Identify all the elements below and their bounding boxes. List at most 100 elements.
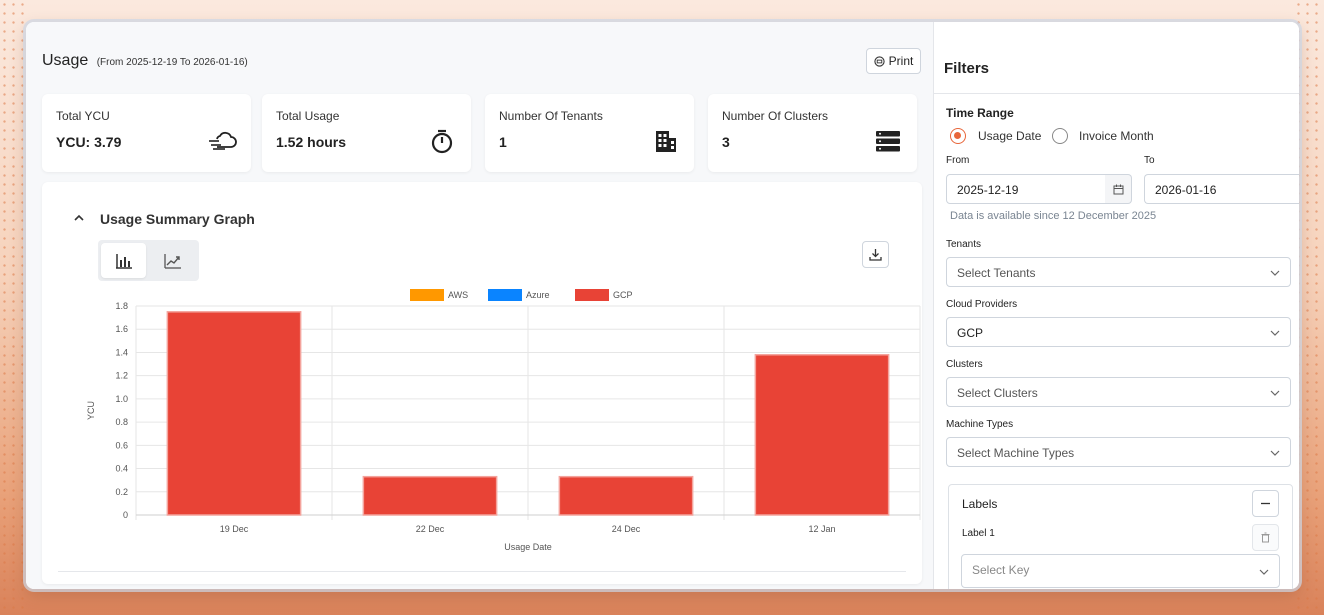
page-title-text: Usage — [42, 52, 89, 69]
y-tick-label: 0.4 — [115, 464, 128, 474]
card-total-ycu: Total YCU YCU: 3.79 — [42, 94, 251, 172]
card-value: 1 — [499, 134, 507, 150]
chevron-down-icon — [1270, 450, 1280, 456]
radio-invoice-month-label: Invoice Month — [1079, 129, 1154, 143]
x-axis-label: Usage Date — [504, 542, 552, 552]
building-icon — [656, 131, 676, 152]
download-chart-button[interactable] — [862, 241, 889, 268]
y-tick-label: 1.4 — [115, 347, 128, 357]
y-tick-label: 1.2 — [115, 371, 128, 381]
legend-swatch-gcp — [575, 289, 609, 301]
card-value: 1.52 hours — [276, 134, 347, 150]
data-availability-hint: Data is available since 12 December 2025 — [950, 210, 1157, 222]
print-button[interactable]: Print — [866, 48, 921, 74]
cloud-providers-label: Cloud Providers — [946, 299, 1018, 310]
usage-summary-graph-panel: Usage Summary Graph — [42, 182, 922, 584]
legend-label-gcp: GCP — [613, 290, 633, 300]
y-tick-label: 1.0 — [115, 394, 128, 404]
to-date-input[interactable]: 2026-01-16 — [1144, 174, 1299, 204]
bar-gcp — [362, 475, 498, 516]
time-range-label: Time Range — [946, 106, 1014, 120]
download-icon — [869, 249, 882, 261]
bar-gcp — [558, 475, 694, 516]
page-title: Usage (From 2025-12-19 To 2026-01-16) — [42, 52, 248, 70]
minus-icon — [1261, 502, 1270, 505]
graph-divider — [58, 571, 906, 572]
card-label: Number Of Tenants — [499, 109, 603, 123]
tenants-select[interactable]: Select Tenants — [946, 257, 1291, 287]
bar-chart-toggle-button[interactable] — [101, 243, 146, 278]
card-value: 3 — [722, 134, 730, 150]
y-tick-label: 0 — [123, 510, 128, 520]
y-tick-label: 1.8 — [115, 301, 128, 311]
clusters-select[interactable]: Select Clusters — [946, 377, 1291, 407]
chart-type-toggle — [98, 240, 199, 281]
machine-types-label: Machine Types — [946, 419, 1014, 430]
select-key-dropdown[interactable]: Select Key — [961, 554, 1280, 588]
y-tick-label: 0.6 — [115, 440, 128, 450]
bar-chart-icon — [115, 253, 132, 269]
print-button-label: Print — [888, 54, 914, 68]
x-tick-label: 24 Dec — [612, 524, 641, 534]
decorative-dot-pattern-right — [1294, 0, 1324, 615]
app-window: Usage (From 2025-12-19 To 2026-01-16) Pr… — [26, 22, 1299, 589]
tenants-placeholder: Select Tenants — [957, 266, 1036, 280]
card-number-of-tenants: Number Of Tenants 1 — [485, 94, 694, 172]
to-date-value: 2026-01-16 — [1155, 183, 1217, 197]
calendar-button[interactable] — [1105, 174, 1132, 204]
line-chart-icon — [163, 253, 181, 269]
line-chart-toggle-button[interactable] — [150, 243, 195, 278]
to-label: To — [1144, 155, 1155, 166]
printer-icon — [874, 55, 885, 67]
chevron-down-icon — [1270, 390, 1280, 396]
y-tick-label: 0.8 — [115, 417, 128, 427]
card-total-usage: Total Usage 1.52 hours — [262, 94, 471, 172]
clusters-placeholder: Select Clusters — [957, 386, 1038, 400]
chevron-down-icon — [1259, 569, 1269, 575]
y-tick-label: 0.2 — [115, 487, 128, 497]
legend-swatch-azure — [488, 289, 522, 301]
card-label: Total YCU — [56, 109, 110, 123]
machine-types-placeholder: Select Machine Types — [957, 446, 1075, 460]
trash-icon — [1261, 532, 1270, 543]
card-number-of-clusters: Number Of Clusters 3 — [708, 94, 917, 172]
collapse-labels-button[interactable] — [1252, 490, 1279, 517]
delete-label-button[interactable] — [1252, 524, 1279, 551]
cloud-speed-icon — [209, 131, 237, 150]
decorative-dot-pattern-left — [0, 0, 30, 615]
bar-gcp — [166, 311, 302, 516]
filters-title: Filters — [934, 22, 1299, 94]
radio-usage-date[interactable] — [950, 128, 966, 144]
chevron-up-icon[interactable] — [72, 211, 86, 225]
filters-panel: Filters Time Range Usage Date Invoice Mo… — [933, 22, 1299, 589]
radio-usage-date-label: Usage Date — [978, 129, 1042, 143]
card-value: YCU: 3.79 — [56, 134, 122, 150]
date-range-caption: (From 2025-12-19 To 2026-01-16) — [96, 57, 248, 68]
x-tick-label: 19 Dec — [220, 524, 249, 534]
from-label: From — [946, 155, 970, 166]
cloud-providers-value: GCP — [957, 326, 984, 340]
usage-main-panel: Usage (From 2025-12-19 To 2026-01-16) Pr… — [26, 22, 933, 589]
legend-label-aws: AWS — [448, 290, 468, 300]
machine-types-select[interactable]: Select Machine Types — [946, 437, 1291, 467]
x-tick-label: 12 Jan — [808, 524, 835, 534]
x-tick-label: 22 Dec — [416, 524, 445, 534]
y-axis-label: YCU — [86, 401, 96, 420]
calendar-icon — [1113, 184, 1123, 194]
bar-gcp — [754, 354, 890, 516]
cloud-providers-select[interactable]: GCP — [946, 317, 1291, 347]
labels-title: Labels — [962, 497, 998, 511]
from-date-input[interactable]: 2025-12-19 — [946, 174, 1106, 204]
card-label: Total Usage — [276, 109, 340, 123]
from-date-value: 2025-12-19 — [957, 183, 1019, 197]
y-tick-label: 1.6 — [115, 324, 128, 334]
select-key-placeholder: Select Key — [972, 563, 1030, 577]
chevron-down-icon — [1270, 330, 1280, 336]
server-stack-icon — [876, 131, 900, 152]
radio-invoice-month[interactable] — [1052, 128, 1068, 144]
usage-bar-chart: 0 0.2 0.4 0.6 0.8 1.0 1.2 1.4 1.6 1.8 19 Dec 22 Dec… — [86, 289, 921, 552]
legend-swatch-aws — [410, 289, 444, 301]
card-label: Number Of Clusters — [722, 109, 829, 123]
graph-title: Usage Summary Graph — [100, 211, 255, 227]
clusters-label: Clusters — [946, 359, 983, 370]
